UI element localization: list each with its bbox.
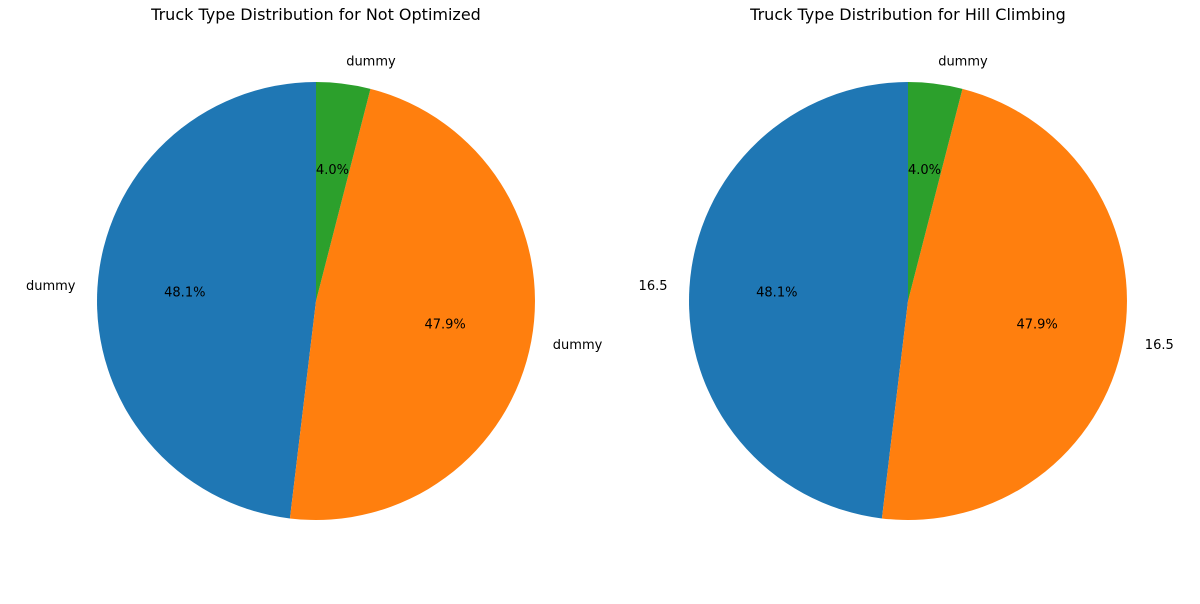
pie-slice-2	[316, 82, 371, 301]
pie-slice-1	[289, 88, 535, 520]
pie-chart-not-optimized: Truck Type Distribution for Not Optimize…	[26, 5, 603, 520]
pie-slice-1	[881, 88, 1127, 520]
slice-percent-label: 48.1%	[164, 286, 205, 301]
pie-slice-0	[97, 82, 316, 519]
slice-percent-label: 47.9%	[1016, 318, 1057, 333]
slice-percent-label: 4.0%	[908, 163, 941, 178]
pie-slice-2	[908, 82, 963, 301]
chart-title: Truck Type Distribution for Hill Climbin…	[749, 5, 1066, 24]
slice-percent-label: 4.0%	[316, 163, 349, 178]
slice-percent-label: 48.1%	[756, 286, 797, 301]
pie-slice-0	[689, 82, 908, 519]
slice-label: 16.5	[1145, 338, 1174, 353]
pie-chart-hill-climbing: Truck Type Distribution for Hill Climbin…	[639, 5, 1174, 520]
slice-label: dummy	[553, 338, 603, 353]
slice-percent-label: 47.9%	[424, 318, 465, 333]
slice-label: dummy	[938, 55, 988, 70]
slice-label: dummy	[346, 55, 396, 70]
slice-label: 16.5	[639, 279, 668, 294]
slice-label: dummy	[26, 279, 76, 294]
chart-title: Truck Type Distribution for Not Optimize…	[150, 5, 481, 24]
